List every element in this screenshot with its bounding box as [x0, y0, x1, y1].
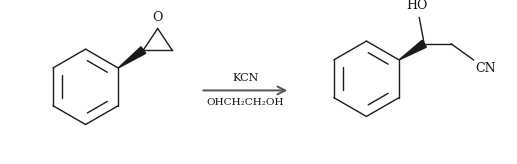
- Text: HO: HO: [406, 0, 428, 12]
- Polygon shape: [399, 40, 427, 60]
- Text: CN: CN: [475, 62, 496, 75]
- Text: KCN: KCN: [232, 73, 258, 83]
- Text: O: O: [153, 11, 163, 24]
- Text: OHCH₂CH₂OH: OHCH₂CH₂OH: [207, 98, 284, 107]
- Polygon shape: [118, 47, 146, 68]
